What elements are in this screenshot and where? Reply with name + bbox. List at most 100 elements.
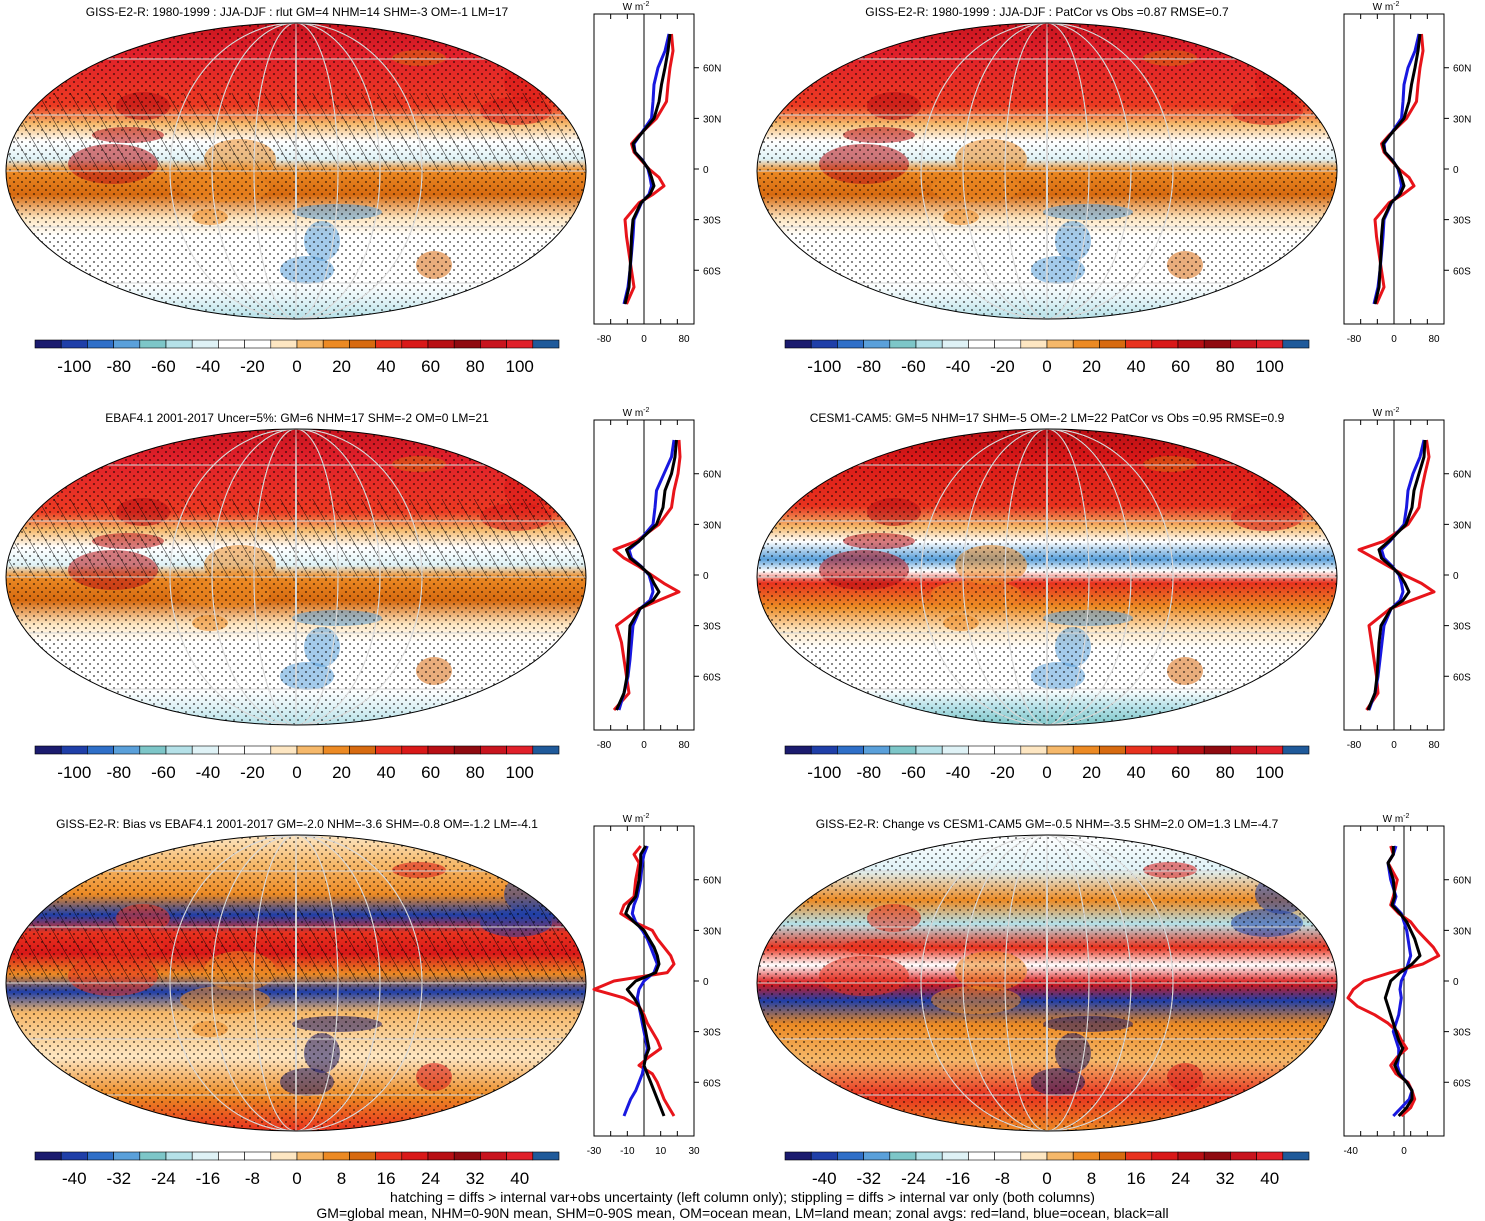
- panel-2: GISS-E2-R: 1980-1999 : JJA-DJF : PatCor …: [756, 1, 1471, 376]
- zonal-series-black: [623, 33, 672, 305]
- colorbar-swatch: [1046, 745, 1074, 755]
- panel-5: GISS-E2-R: Bias vs EBAF4.1 2001-2017 GM=…: [5, 813, 721, 1188]
- graticule-lon: [920, 835, 1174, 1131]
- colorbar-label: 100: [1256, 763, 1284, 782]
- graticule-lon: [920, 429, 1174, 725]
- panel-3: EBAF4.1 2001-2017 Uncer=5%: GM=6 NHM=17 …: [5, 407, 721, 782]
- colorbar-label: -40: [196, 357, 221, 376]
- colorbar-swatch: [349, 745, 376, 755]
- colorbar-swatch: [837, 745, 864, 755]
- zonal-series-red: [592, 845, 676, 1117]
- colorbar-swatch: [244, 745, 272, 755]
- panel-title: GISS-E2-R: Change vs CESM1-CAM5 GM=-0.5 …: [816, 817, 1279, 831]
- colorbar-swatch: [322, 339, 350, 349]
- map-field: [6, 835, 586, 1131]
- colorbar-swatch: [1072, 339, 1100, 349]
- colorbar-label: 40: [377, 357, 396, 376]
- zonal-y-tick-label: 0: [703, 977, 709, 988]
- colorbar-swatch: [60, 1151, 88, 1161]
- colorbar-label: 40: [1127, 763, 1146, 782]
- footer-line-1: hatching = diffs > internal var+obs unce…: [390, 1189, 1095, 1205]
- colorbar: -100 -80 -60 -40 -20 0 20 40 60 80 100: [784, 339, 1310, 376]
- colorbar-swatch: [139, 745, 167, 755]
- zonal-series-black: [615, 439, 678, 711]
- colorbar-label: -40: [62, 1169, 87, 1188]
- zonal-series-black: [1366, 439, 1427, 711]
- zonal-x-tick-label: -80: [1347, 334, 1362, 345]
- zonal-y-tick-label: 30S: [1453, 1028, 1471, 1039]
- zonal-y-tick-label: 30S: [703, 216, 721, 227]
- colorbar-swatch: [941, 745, 969, 755]
- zonal-y-tick-label: 60N: [1453, 876, 1471, 887]
- colorbar-swatch: [480, 745, 507, 755]
- colorbar-swatch: [994, 745, 1022, 755]
- colorbar-swatch: [218, 745, 245, 755]
- colorbar-swatch: [191, 745, 219, 755]
- colorbar-swatch: [113, 339, 141, 349]
- colorbar-swatch: [322, 745, 350, 755]
- colorbar-swatch: [1099, 339, 1126, 349]
- zonal-unit-label: W m-2: [623, 813, 650, 825]
- zonal-x-tick-label: 0: [641, 740, 647, 751]
- colorbar-label: 32: [1216, 1169, 1235, 1188]
- colorbar-swatch: [165, 745, 193, 755]
- colorbar-swatch: [296, 1151, 324, 1161]
- colorbar-label: 60: [1171, 763, 1190, 782]
- zonal-x-tick-label: -30: [587, 1146, 602, 1157]
- colorbar-swatch: [506, 745, 534, 755]
- zonal-x-tick-label: 10: [655, 1146, 667, 1157]
- colorbar-swatch: [1020, 339, 1048, 349]
- colorbar-swatch: [1072, 745, 1100, 755]
- colorbar-label: 16: [377, 1169, 396, 1188]
- panel-title: GISS-E2-R: 1980-1999 : JJA-DJF : PatCor …: [865, 5, 1229, 19]
- map-border: [756, 428, 1338, 726]
- panel-title: CESM1-CAM5: GM=5 NHM=17 SHM=-5 OM=-2 LM=…: [810, 411, 1285, 425]
- map-border: [756, 22, 1338, 320]
- colorbar-swatch: [113, 745, 141, 755]
- map-field: [757, 23, 1337, 319]
- graticule-lon: [169, 23, 423, 319]
- colorbar-label: 40: [1127, 357, 1146, 376]
- colorbar-label: 0: [1042, 1169, 1051, 1188]
- zonal-y-tick-label: 30S: [1453, 622, 1471, 633]
- zonal-unit-label: W m-2: [623, 407, 650, 419]
- colorbar-swatch: [889, 339, 917, 349]
- colorbar-label: -100: [57, 357, 91, 376]
- colorbar-swatch: [270, 1151, 298, 1161]
- zonal-y-tick-label: 0: [703, 165, 709, 176]
- panel-title: GISS-E2-R: Bias vs EBAF4.1 2001-2017 GM=…: [56, 817, 538, 831]
- zonal-mean-plot: W m-2 -80 0 80 60N 30N 0 30S 60S: [593, 407, 721, 751]
- colorbar-label: 0: [1042, 357, 1051, 376]
- map-field: [6, 429, 586, 725]
- colorbar-swatch: [994, 339, 1022, 349]
- colorbar-swatch: [427, 339, 455, 349]
- graticule-lon: [211, 23, 381, 319]
- map-field: [6, 23, 586, 319]
- colorbar-label: -60: [901, 763, 926, 782]
- colorbar-swatch: [1282, 339, 1310, 349]
- zonal-y-tick-label: 30N: [703, 926, 721, 937]
- graticule-lon: [295, 23, 297, 319]
- colorbar: -100 -80 -60 -40 -20 0 20 40 60 80 100: [34, 745, 560, 782]
- colorbar-swatch: [784, 1151, 812, 1161]
- colorbar-swatch: [401, 339, 429, 349]
- colorbar-label: -32: [857, 1169, 882, 1188]
- colorbar-label: -80: [107, 763, 132, 782]
- colorbar-swatch: [1125, 1151, 1153, 1161]
- colorbar-swatch: [218, 1151, 245, 1161]
- colorbar-label: 40: [377, 763, 396, 782]
- zonal-x-tick-label: 0: [1391, 740, 1397, 751]
- colorbar-swatch: [1151, 339, 1179, 349]
- map-anomaly-blob: [28, 857, 64, 873]
- colorbar-swatch: [1282, 1151, 1310, 1161]
- colorbar-swatch: [375, 339, 403, 349]
- panel-4: CESM1-CAM5: GM=5 NHM=17 SHM=-5 OM=-2 LM=…: [756, 407, 1471, 782]
- zonal-y-tick-label: 30S: [703, 1028, 721, 1039]
- zonal-y-tick-label: 60S: [1453, 1078, 1471, 1089]
- colorbar-swatch: [270, 339, 298, 349]
- colorbar-swatch: [349, 1151, 376, 1161]
- figure-canvas: GISS-E2-R: 1980-1999 : JJA-DJF : rlut GM…: [5, 1, 1471, 1188]
- zonal-series-black: [1383, 846, 1422, 1118]
- footer-note: hatching = diffs > internal var+obs unce…: [0, 1189, 1485, 1221]
- colorbar-swatch: [941, 1151, 969, 1161]
